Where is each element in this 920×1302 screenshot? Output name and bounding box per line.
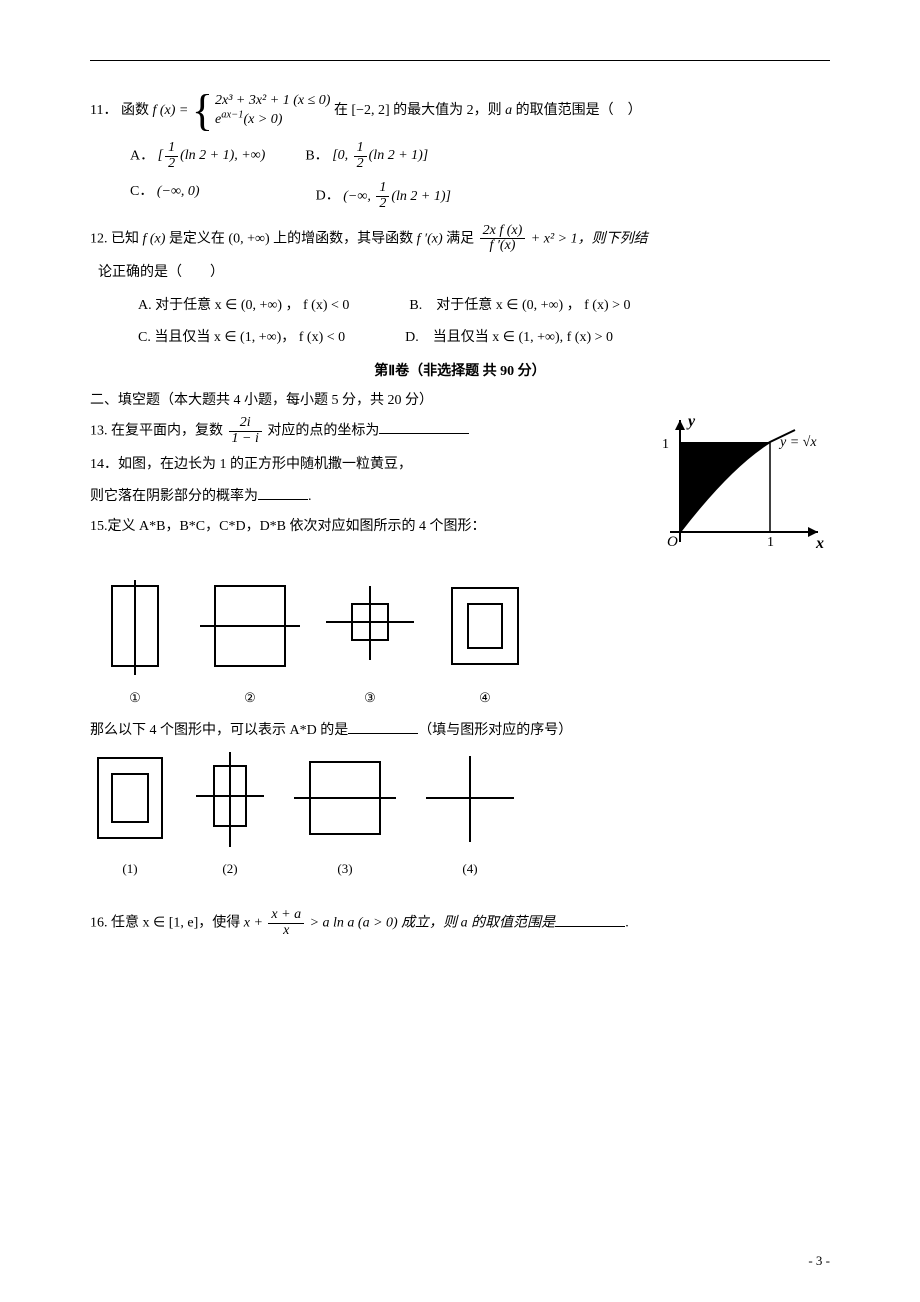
q12-opts-row1: A. 对于任意 x ∈ (0, +∞) ， f (x) < 0 B. 对于任意 … xyxy=(90,295,830,317)
q12-number: 12. xyxy=(90,231,108,246)
q11-piecewise: { 2x³ + 3x² + 1 (x ≤ 0) eax−1(x > 0) xyxy=(192,89,331,133)
q11-number: 11． xyxy=(90,103,117,118)
question-11: 11． 函数 f (x) = { 2x³ + 3x² + 1 (x ≤ 0) e… xyxy=(90,89,830,133)
q11-opt-c: C． (−∞, 0) xyxy=(130,181,200,211)
question-16: 16. 任意 x ∈ [1, e]，使得 x + x + ax > a ln a… xyxy=(90,908,830,938)
q12-opt-b: B. 对于任意 x ∈ (0, +∞) ， f (x) > 0 xyxy=(409,295,630,317)
axis-one-y: 1 xyxy=(662,437,669,452)
axis-one-x: 1 xyxy=(767,535,774,550)
q11-stem-post: 的取值范围是（ ） xyxy=(512,103,642,118)
document-page: 11． 函数 f (x) = { 2x³ + 3x² + 1 (x ≤ 0) e… xyxy=(0,0,920,1302)
q12-stem-d: 论正确的是（ ） xyxy=(90,262,830,284)
top-rule xyxy=(90,60,830,61)
q15-fig-2: ② xyxy=(200,580,300,708)
sqrt-plot-svg: 1 1 O x y y = √x xyxy=(640,412,830,562)
q13-blank xyxy=(379,419,469,434)
q16-blank xyxy=(555,912,625,927)
q11-options-row2: C． (−∞, 0) D． (−∞, 12(ln 2 + 1)] xyxy=(90,181,830,211)
q11-opt-d: D． (−∞, 12(ln 2 + 1)] xyxy=(316,181,451,211)
q15b-fig-4: (4) xyxy=(420,752,520,880)
q11-case1: 2x³ + 3x² + 1 (x ≤ 0) xyxy=(215,92,330,111)
question-12: 12. 已知 f (x) 是定义在 (0, +∞) 上的增函数，其导函数 f ′… xyxy=(90,224,830,254)
q12-pre: 已知 xyxy=(111,231,143,246)
q14-blank xyxy=(258,485,308,500)
section-2-title: 第Ⅱ卷（非选择题 共 90 分） xyxy=(90,361,830,383)
q15-fig-3: ③ xyxy=(320,580,420,708)
curve-label: y = √x xyxy=(778,435,817,450)
y-axis-label: y xyxy=(686,413,696,430)
q12-fraction: 2x f (x)f ′(x) xyxy=(480,224,526,254)
q15-top-figures: ① ② ③ ④ xyxy=(90,580,830,708)
q11-options-row1: A． [12(ln 2 + 1), +∞) B． [0, 12(ln 2 + 1… xyxy=(90,141,830,171)
left-brace: { xyxy=(192,89,213,133)
q15-fig-1: ① xyxy=(90,580,180,708)
q11-case2: eax−1(x > 0) xyxy=(215,111,330,130)
q13-fraction: 2i1 − i xyxy=(229,416,262,446)
q11-opt-a: A． [12(ln 2 + 1), +∞) xyxy=(130,141,265,171)
q15b-fig-2: (2) xyxy=(190,752,270,880)
q12-opt-c: C. 当且仅当 x ∈ (1, +∞)， f (x) < 0 xyxy=(138,327,345,349)
q15b-fig-3: (3) xyxy=(290,752,400,880)
q14-figure: 1 1 O x y y = √x xyxy=(640,412,830,570)
q12-opt-d: D. 当且仅当 x ∈ (1, +∞), f (x) > 0 xyxy=(405,327,613,349)
q15-fig-4: ④ xyxy=(440,580,530,708)
q11-stem-mid: 在 [−2, 2] 的最大值为 2，则 xyxy=(334,103,505,118)
x-axis-label: x xyxy=(815,535,824,552)
q16-fraction: x + ax xyxy=(268,908,304,938)
q15-stem-2: 那么以下 4 个图形中，可以表示 A*D 的是（填与图形对应的序号） xyxy=(90,719,830,742)
q15b-fig-1: (1) xyxy=(90,752,170,880)
q11-fx: f (x) = xyxy=(152,103,188,118)
page-number: - 3 - xyxy=(808,1251,830,1272)
q15-blank xyxy=(348,719,418,734)
origin-label: O xyxy=(667,534,678,550)
fill-intro: 二、填空题（本大题共 4 小题，每小题 5 分，共 20 分） xyxy=(90,390,830,412)
q15-bottom-figures: (1) (2) (3) (4) xyxy=(90,752,830,880)
q12-opt-a: A. 对于任意 x ∈ (0, +∞) ， f (x) < 0 xyxy=(138,295,349,317)
q12-opts-row2: C. 当且仅当 x ∈ (1, +∞)， f (x) < 0 D. 当且仅当 x… xyxy=(90,327,830,349)
q11-stem-pre: 函数 xyxy=(121,103,149,118)
q11-opt-b: B． [0, 12(ln 2 + 1)] xyxy=(305,141,428,171)
